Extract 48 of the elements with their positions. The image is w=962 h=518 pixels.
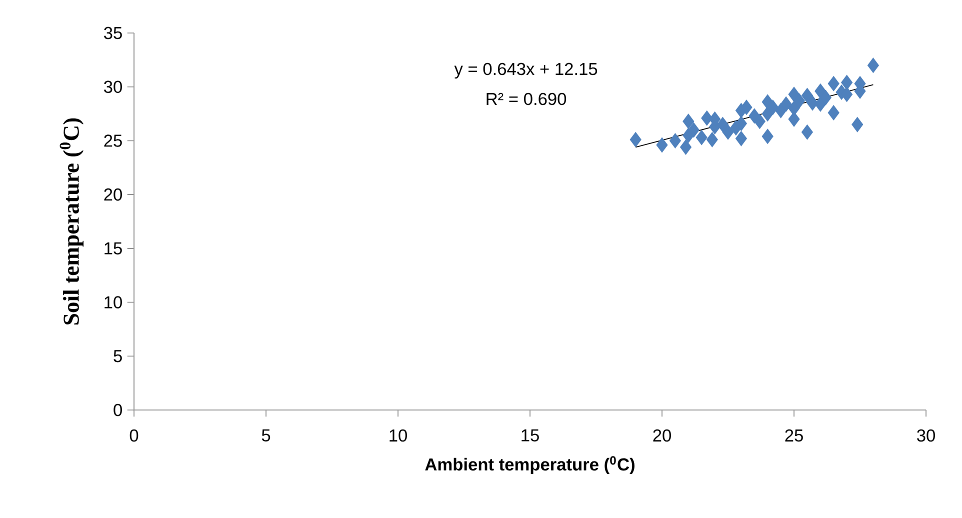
x-tick-label: 5 [262,429,270,442]
point [841,86,853,102]
point [682,114,694,129]
point [740,100,752,115]
point [754,114,766,129]
y-axis-title: Soil temperature ($^{0}$C) [60,118,84,324]
point [656,137,668,153]
point [806,95,818,111]
point [735,116,747,132]
point [780,96,792,112]
annotation: R² = 0.690 [486,92,566,106]
point [669,133,681,148]
point [706,132,718,148]
point [767,100,779,115]
point [801,88,813,104]
point [688,122,700,138]
point [828,105,840,120]
point [735,130,747,146]
x-axis-title: Ambient temperature ($^{0}$C) [425,456,634,474]
point [820,90,832,106]
y-tick-label: 10 [104,296,122,308]
y-tick-label: 25 [104,134,122,147]
point [788,112,800,127]
point [762,128,774,144]
point [680,140,692,155]
x-tick-label: 30 [917,429,935,442]
point [801,124,813,140]
y-tick-label: 35 [104,26,122,40]
y-tick-label: 15 [104,242,122,254]
point [867,58,879,73]
x-tick-label: 10 [390,429,407,442]
x-tick-label: 0 [130,429,138,442]
point [716,116,728,132]
x-tick-label: 15 [522,429,539,442]
point [841,74,853,90]
y-tick-label: 5 [114,350,122,362]
point [794,93,806,108]
x-tick-label: 25 [785,429,803,442]
point [696,130,708,146]
point [852,116,864,132]
y-tick-label: 30 [104,80,122,93]
point [722,124,734,140]
x-tick-label: 20 [653,429,671,442]
annotation: y = 0.643x + 12.15 [454,62,598,79]
y-tick-label: 20 [104,188,122,201]
point [828,76,840,92]
y-tick-label: 0 [114,404,122,416]
point [630,132,642,148]
